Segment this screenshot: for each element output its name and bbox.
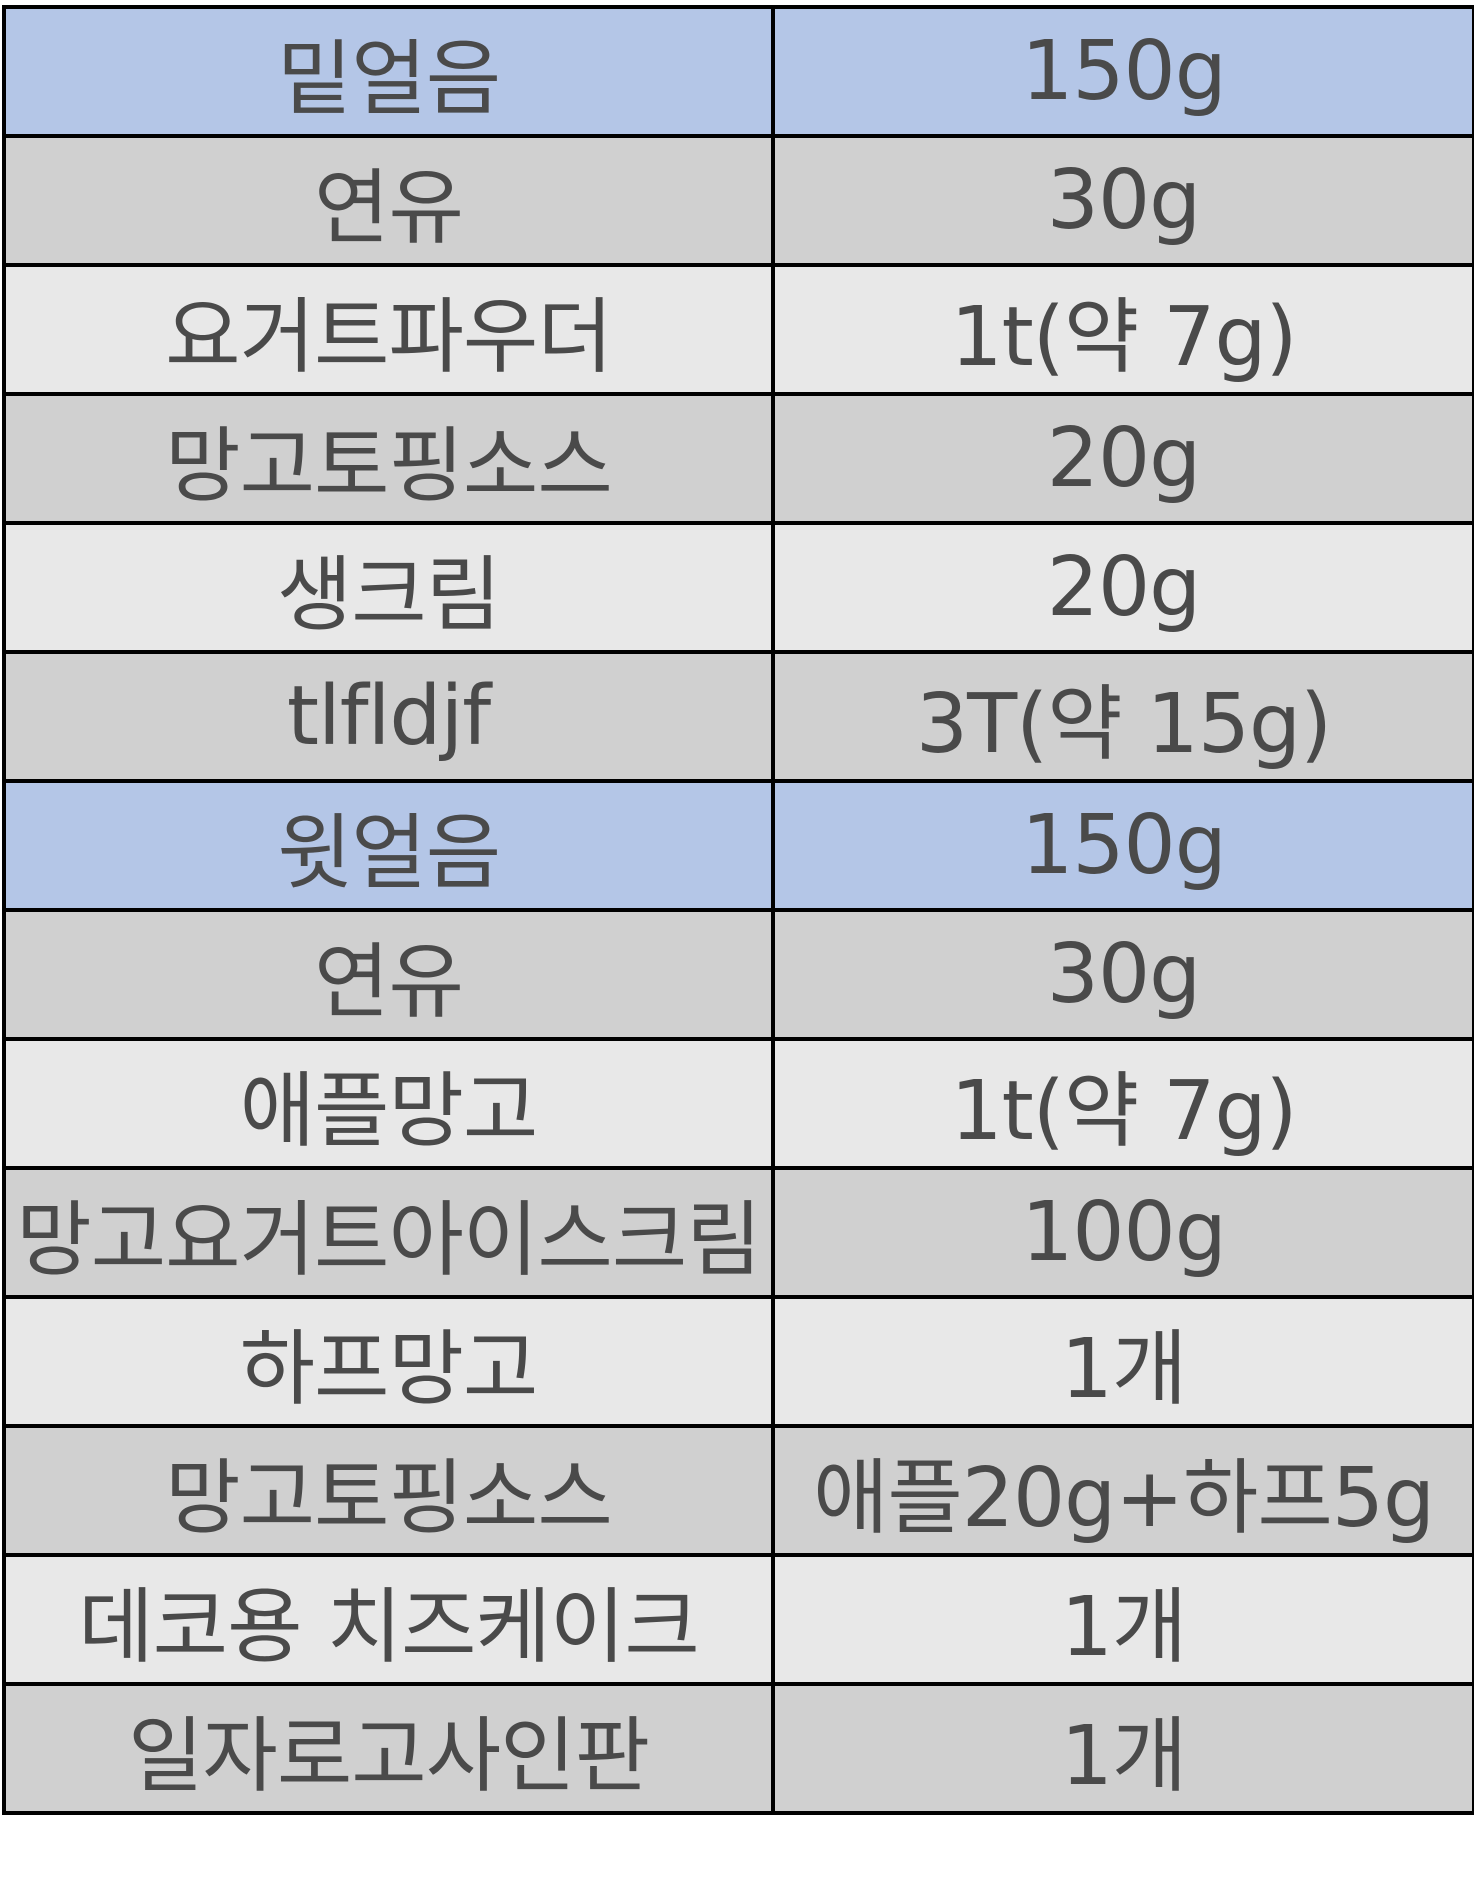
table-row: 망고요거트아이스크림 100g [2, 1166, 1474, 1299]
ingredient-name: 생크림 [2, 521, 775, 654]
table-row: 망고토핑소스 20g [2, 392, 1474, 525]
table-row: 요거트파우더 1t(약 7g) [2, 263, 1474, 396]
ingredient-name: 데코용 치즈케이크 [2, 1553, 775, 1686]
table-row: 하프망고 1개 [2, 1295, 1474, 1428]
table-row: 연유 30g [2, 134, 1474, 267]
table-row: 애플망고 1t(약 7g) [2, 1037, 1474, 1170]
ingredient-name: 윗얼음 [2, 779, 775, 912]
table-row: 일자로고사인판 1개 [2, 1682, 1474, 1815]
ingredient-amount: 30g [771, 908, 1474, 1041]
ingredient-amount: 20g [771, 521, 1474, 654]
table-row: 생크림 20g [2, 521, 1474, 654]
ingredient-amount: 150g [771, 5, 1474, 138]
ingredient-amount: 1개 [771, 1295, 1474, 1428]
ingredient-amount: 1개 [771, 1682, 1474, 1815]
ingredient-amount: 1개 [771, 1553, 1474, 1686]
ingredient-name: 망고요거트아이스크림 [2, 1166, 775, 1299]
ingredient-amount: 20g [771, 392, 1474, 525]
table-row: tlfldjf 3T(약 15g) [2, 650, 1474, 783]
ingredient-amount: 150g [771, 779, 1474, 912]
table-row: 윗얼음 150g [2, 779, 1474, 912]
ingredient-name: 연유 [2, 134, 775, 267]
ingredient-name: 일자로고사인판 [2, 1682, 775, 1815]
ingredient-name: 하프망고 [2, 1295, 775, 1428]
ingredient-amount: 3T(약 15g) [771, 650, 1474, 783]
ingredient-amount: 30g [771, 134, 1474, 267]
table-row: 연유 30g [2, 908, 1474, 1041]
ingredient-name: 망고토핑소스 [2, 1424, 775, 1557]
ingredient-amount: 1t(약 7g) [771, 263, 1474, 396]
table-row: 데코용 치즈케이크 1개 [2, 1553, 1474, 1686]
ingredient-amount: 애플20g+하프5g [771, 1424, 1474, 1557]
ingredient-amount: 100g [771, 1166, 1474, 1299]
ingredient-name: 애플망고 [2, 1037, 775, 1170]
ingredient-name: 연유 [2, 908, 775, 1041]
ingredient-amount: 1t(약 7g) [771, 1037, 1474, 1170]
ingredient-name: 밑얼음 [2, 5, 775, 138]
ingredient-name: 망고토핑소스 [2, 392, 775, 525]
ingredient-name: 요거트파우더 [2, 263, 775, 396]
recipe-table: 밑얼음 150g 연유 30g 요거트파우더 1t(약 7g) 망고토핑소스 2… [2, 5, 1474, 1815]
table-row: 망고토핑소스 애플20g+하프5g [2, 1424, 1474, 1557]
ingredient-name: tlfldjf [2, 650, 775, 783]
table-row: 밑얼음 150g [2, 5, 1474, 138]
